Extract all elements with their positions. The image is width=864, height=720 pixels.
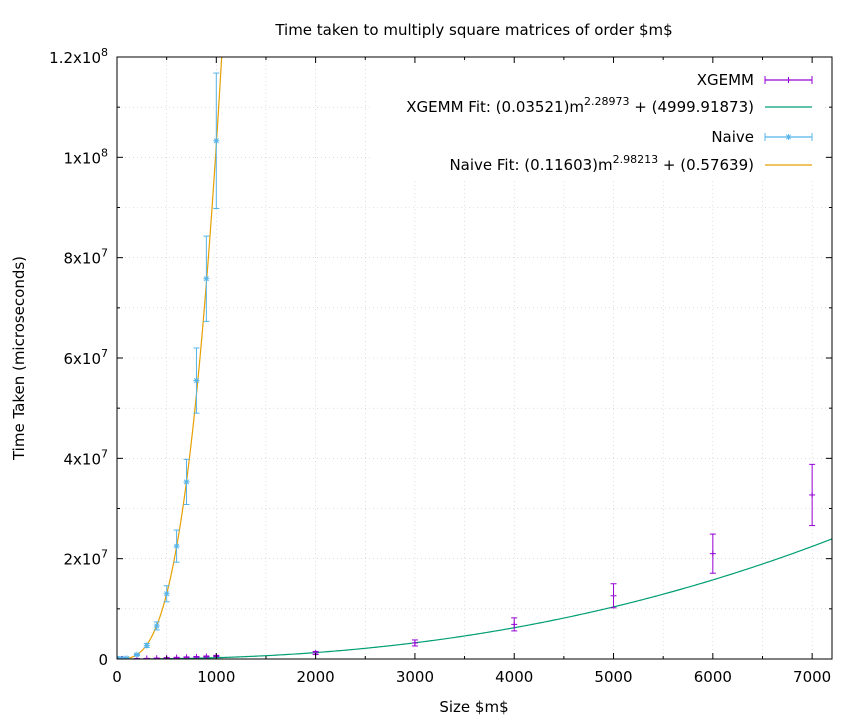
x-tick-label: 0 [112,668,122,686]
x-tick-label: 5000 [594,668,632,686]
marker-stroke [203,276,209,282]
data-point [133,651,140,658]
axes: 0 1000 2000 3000 4000 5000 6000 700002x1074x107… [49,46,833,686]
y-tick-base: 1.2x10 [49,49,101,67]
data-point [411,639,418,646]
y-tick-label: 1x108 [63,146,108,167]
data-point [213,137,220,144]
marker-stroke [134,652,140,658]
y-tick-label: 8x107 [63,247,108,268]
data-point [153,655,160,659]
legend-label-tail: + (0.57639) [658,156,754,174]
marker-stroke [183,479,190,485]
legend-label: XGEMM [697,71,754,89]
marker-stroke [193,378,199,384]
legend-background [370,64,825,178]
data-point [173,543,180,550]
data-point [123,655,130,659]
y-tick-exponent: 7 [101,548,108,561]
y-tick-base: 8x10 [63,250,101,268]
y-tick-exponent: 8 [101,46,108,59]
y-axis-label: Time Taken (microseconds) [10,256,28,461]
y-tick-base: 4x10 [63,450,101,468]
marker-stroke [174,543,180,549]
x-tick-label: 4000 [495,668,533,686]
y-tick-exponent: 7 [101,347,108,360]
y-tick-label: 2x107 [63,548,108,569]
legend-label-text: Naive Fit: (0.11603)m [449,156,612,174]
y-tick-label: 0 [98,651,108,669]
series-line-1 [117,538,832,659]
y-tick-label: 4x107 [63,447,108,468]
y-tick-label: 6x107 [63,347,108,368]
data-point [511,621,518,628]
data-point [183,478,190,485]
legend-label: Naive [711,128,754,146]
legend-label-text: XGEMM [697,71,754,89]
data-point [709,550,716,557]
data-point [203,275,210,282]
marker-stroke [154,623,160,629]
data-point [610,592,617,599]
x-tick-label: 2000 [297,668,335,686]
legend-label-text: XGEMM Fit: (0.03521)m [406,98,584,116]
y-tick-exponent: 7 [101,447,108,460]
legend-label-exponent: 2.28973 [584,95,630,108]
data-point [183,654,190,659]
legend-label: XGEMM Fit: (0.03521)m2.28973 + (4999.918… [406,95,754,116]
data-point [809,491,816,498]
data-point [173,654,180,659]
data-point [143,642,150,649]
legend-sample-marker [785,134,792,140]
legend: XGEMM XGEMM Fit: (0.03521)m2.28973 + (499… [370,64,825,178]
data-point [153,622,160,629]
x-tick-label: 7000 [793,668,831,686]
x-axis-label: Size $m$ [439,698,508,716]
legend-label-tail: + (4999.91873) [630,98,754,116]
data-point [193,377,200,384]
y-tick-base: 2x10 [63,551,101,569]
marker-stroke [144,642,150,649]
y-tick-base: 1x10 [63,149,101,167]
x-tick-label: 3000 [396,668,434,686]
data-point [203,653,210,659]
marker-stroke [125,655,130,659]
y-tick-exponent: 8 [101,146,108,159]
legend-label-exponent: 2.98213 [613,153,659,166]
legend-label-text: Naive [711,128,754,146]
y-tick-exponent: 7 [101,247,108,260]
x-tick-label: 1000 [197,668,235,686]
marker-stroke [213,138,219,144]
data-point [163,590,170,597]
marker-stroke [164,591,170,597]
y-tick-base: 0 [98,651,108,669]
y-tick-base: 6x10 [63,350,101,368]
chart-title: Time taken to multiply square matrices o… [274,21,672,39]
y-tick-label: 1.2x108 [49,46,108,67]
legend-label: Naive Fit: (0.11603)m2.98213 + (0.57639) [449,153,754,174]
data-point [143,655,150,659]
x-tick-label: 6000 [694,668,732,686]
